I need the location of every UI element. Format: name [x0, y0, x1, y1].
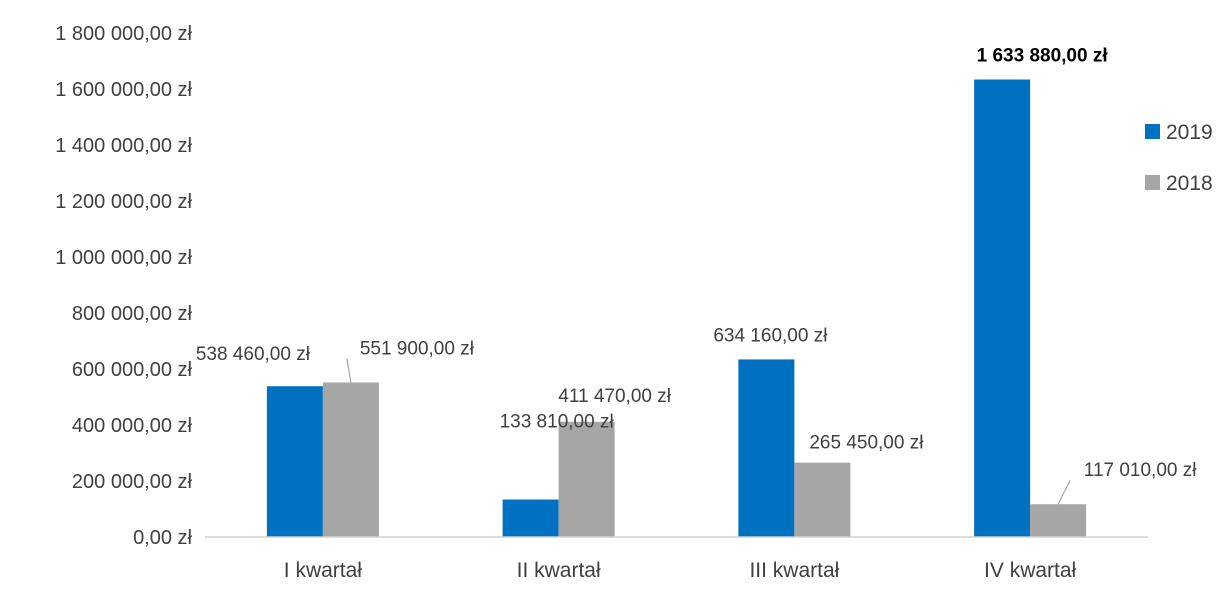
y-tick-label: 1 200 000,00 zł	[55, 191, 192, 213]
leader-line	[346, 358, 352, 383]
data-label: 411 470,00 zł	[558, 386, 671, 407]
legend-label: 2018	[1166, 172, 1213, 195]
y-tick-label: 1 400 000,00 zł	[55, 135, 192, 157]
legend-swatch	[1145, 124, 1160, 139]
bar-2019-3	[738, 359, 795, 537]
category-label: II kwartał	[517, 559, 601, 582]
y-tick-label: 200 000,00 zł	[72, 471, 193, 493]
leader-lines	[346, 358, 1071, 505]
y-tick-label: 400 000,00 zł	[72, 415, 193, 437]
category-label: I kwartał	[284, 559, 363, 582]
data-label: 133 810,00 zł	[500, 412, 615, 433]
data-label: 265 450,00 zł	[809, 433, 924, 454]
bar-2019-4	[974, 79, 1031, 537]
leader-line	[1057, 479, 1071, 505]
y-tick-label: 0,00 zł	[133, 527, 192, 549]
legend-label: 2019	[1166, 121, 1213, 144]
data-label: 538 460,00 zł	[196, 344, 311, 365]
y-tick-label: 1 600 000,00 zł	[55, 79, 192, 101]
bar-2018-4	[1030, 504, 1087, 537]
bar-2018-2	[558, 421, 615, 537]
bars	[266, 79, 1087, 537]
legend: 2019 2018	[1145, 121, 1213, 195]
data-label: 117 010,00 zł	[1084, 460, 1197, 481]
data-labels: 538 460,00 zł 551 900,00 zł 133 810,00 zł 4…	[196, 46, 1197, 482]
y-axis-ticks: 0,00 zł 200 000,00 zł 400 000,00 zł 600 000…	[55, 23, 192, 549]
y-tick-label: 800 000,00 zł	[72, 303, 193, 325]
data-label: 551 900,00 zł	[360, 338, 475, 359]
category-label: III kwartał	[749, 559, 839, 582]
bar-2018-3	[794, 462, 851, 537]
bar-2018-1	[322, 382, 379, 537]
y-tick-label: 600 000,00 zł	[72, 359, 193, 381]
y-tick-label: 1 800 000,00 zł	[55, 23, 192, 45]
y-tick-label: 1 000 000,00 zł	[55, 247, 192, 269]
data-label: 1 633 880,00 zł	[977, 46, 1109, 67]
bar-2019-1	[266, 386, 323, 537]
category-label: IV kwartał	[984, 559, 1077, 582]
x-axis-categories: I kwartał II kwartał III kwartał IV kwartał	[284, 559, 1077, 582]
data-label: 634 160,00 zł	[713, 325, 828, 346]
legend-swatch	[1145, 175, 1160, 190]
bar-2019-2	[502, 499, 559, 537]
